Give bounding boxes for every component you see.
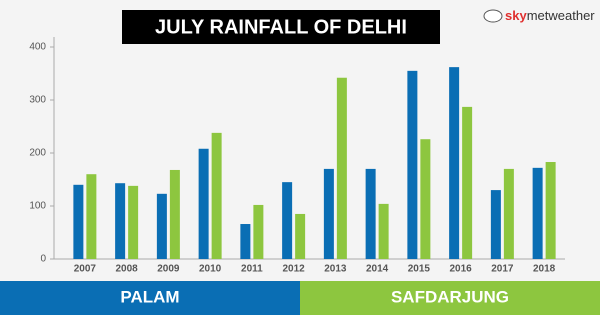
bar <box>462 106 473 259</box>
bar <box>128 185 139 259</box>
legend-band <box>0 281 300 315</box>
bar <box>407 70 418 259</box>
bar <box>420 139 431 259</box>
bar <box>532 167 543 259</box>
title-box <box>122 10 440 44</box>
bar <box>73 184 84 259</box>
x-tick-label: 2008 <box>116 264 139 275</box>
bar <box>503 168 514 259</box>
bar <box>86 174 97 259</box>
logo-rest: metweather <box>527 8 596 23</box>
x-tick-label: 2013 <box>324 264 347 275</box>
legend-label: PALAM <box>120 287 179 306</box>
bar <box>545 162 556 259</box>
bar <box>295 213 306 259</box>
bar <box>156 193 167 259</box>
bar <box>198 148 209 259</box>
x-tick-label: 2010 <box>199 264 222 275</box>
x-tick-label: 2017 <box>491 264 514 275</box>
y-tick-label: 0 <box>40 254 46 265</box>
y-tick-label: 100 <box>29 201 46 212</box>
bar <box>169 169 180 259</box>
x-tick-label: 2011 <box>241 264 263 275</box>
logo: skymetweather <box>505 8 595 23</box>
x-tick-label: 2015 <box>408 264 431 275</box>
x-tick-label: 2012 <box>283 264 306 275</box>
bar <box>115 183 126 259</box>
y-tick-label: 400 <box>29 42 46 53</box>
bar <box>378 203 389 259</box>
x-tick-label: 2009 <box>157 264 180 275</box>
bar <box>490 190 501 259</box>
x-tick-label: 2014 <box>366 264 389 275</box>
bar <box>365 168 376 259</box>
bar <box>211 132 222 259</box>
legend-label: SAFDARJUNG <box>391 287 509 306</box>
bar <box>323 168 334 259</box>
logo-cloud <box>483 9 503 23</box>
x-tick-label: 2018 <box>533 264 556 275</box>
bar <box>282 182 293 259</box>
bar <box>240 224 251 259</box>
bar <box>253 204 264 259</box>
bar <box>336 77 347 260</box>
chart-title: JULY RAINFALL OF DELHI <box>155 16 407 38</box>
x-tick-label: 2007 <box>74 264 97 275</box>
y-tick-label: 300 <box>29 95 46 106</box>
x-tick-label: 2016 <box>450 264 473 275</box>
y-tick-label: 200 <box>29 148 46 159</box>
logo-sky: sky <box>505 8 527 23</box>
legend-band <box>300 281 600 315</box>
bar <box>449 67 460 259</box>
